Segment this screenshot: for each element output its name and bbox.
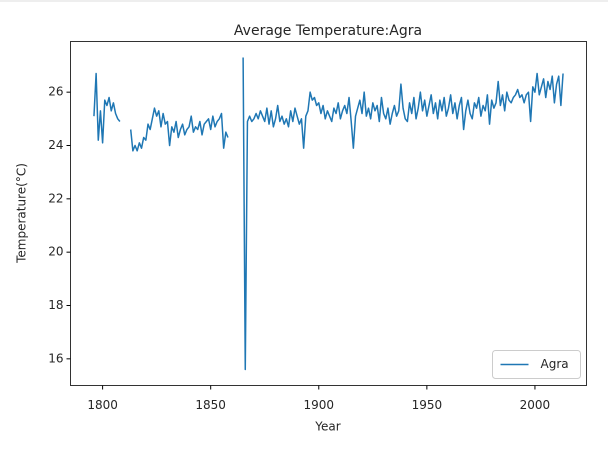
y-axis-label: Temperature(°C) [15, 163, 29, 264]
x-tick-label: 1850 [195, 398, 226, 412]
chart-title: Average Temperature:Agra [234, 23, 422, 39]
y-tick-label: 20 [48, 245, 63, 259]
x-tick-label: 1800 [87, 398, 118, 412]
y-tick-label: 18 [48, 298, 63, 312]
legend-label: Agra [541, 357, 569, 371]
y-tick-label: 24 [48, 138, 63, 152]
y-tick-label: 22 [48, 191, 63, 205]
x-tick-label: 2000 [520, 398, 551, 412]
data-line [93, 57, 564, 371]
x-tick-label: 1950 [412, 398, 443, 412]
y-tick-label: 26 [48, 85, 63, 99]
x-axis-label: Year [314, 420, 340, 434]
plot-frame [70, 41, 587, 386]
legend-box [492, 350, 581, 379]
y-tick-label: 16 [48, 351, 63, 365]
x-tick-label: 1900 [303, 398, 334, 412]
